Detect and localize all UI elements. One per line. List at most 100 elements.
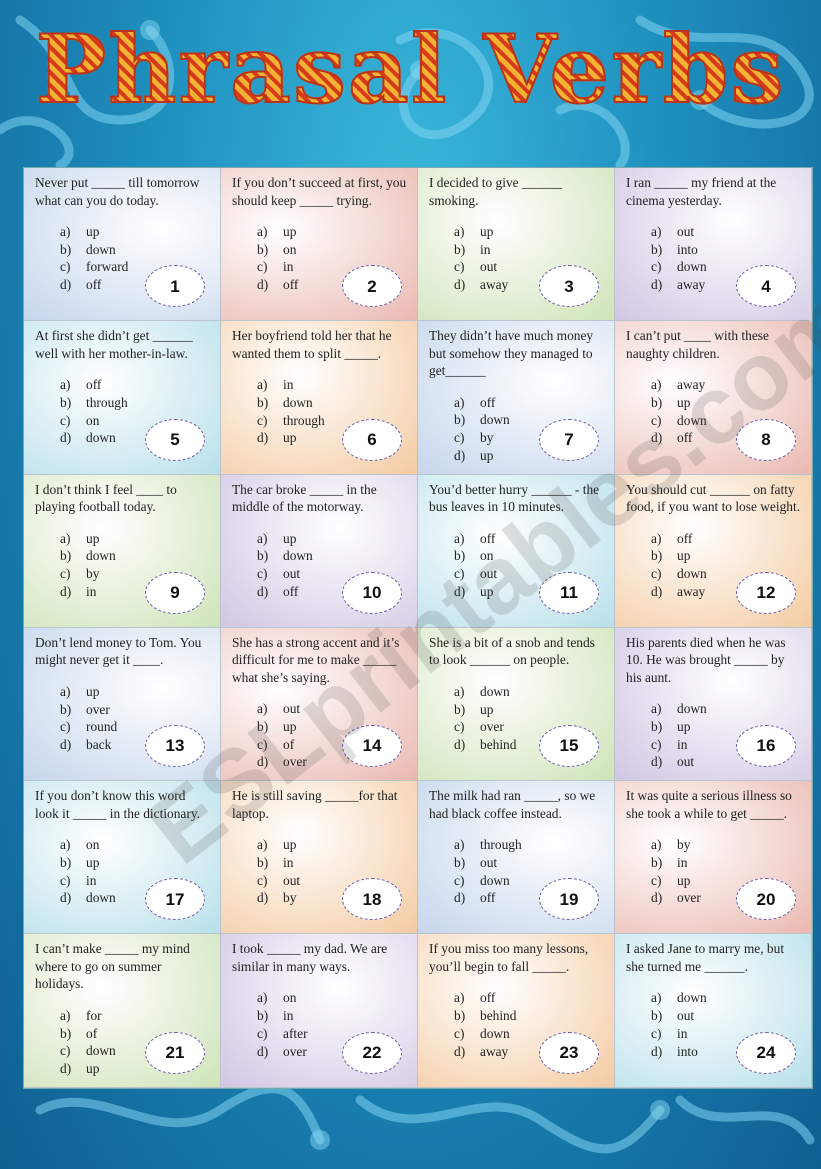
option-item: d) up (232, 429, 409, 447)
question-card: He is still saving _____for that laptop.… (221, 781, 418, 935)
option-item: d) away (626, 583, 803, 601)
option-letter: d) (60, 736, 72, 752)
option-item: c) out (429, 258, 606, 276)
question-number-badge: 11 (539, 571, 599, 614)
option-item: c) of (232, 736, 409, 754)
question-number-badge: 18 (342, 878, 402, 921)
option-text: on (283, 241, 297, 257)
option-letter: b) (454, 412, 466, 428)
option-letter: d) (454, 890, 466, 906)
option-text: out (480, 854, 498, 870)
option-item: b) up (626, 547, 803, 565)
option-letter: a) (651, 530, 662, 546)
options-list: a) away b) up c) down d) off (626, 376, 803, 447)
option-item: b) up (626, 394, 803, 412)
option-text: up (86, 854, 100, 870)
options-list: a) down b) up c) over d) behind (429, 683, 606, 754)
option-item: c) in (626, 1025, 803, 1043)
option-item: d) off (429, 889, 606, 907)
question-grid: Never put _____ till tomorrow what can y… (23, 167, 813, 1089)
option-item: b) down (232, 547, 409, 565)
option-text: out (677, 754, 695, 770)
option-text: in (677, 1025, 688, 1041)
options-list: a) up b) down c) out d) off (232, 530, 409, 601)
option-text: down (480, 1025, 510, 1041)
option-item: b) up (626, 718, 803, 736)
option-text: out (677, 1008, 695, 1024)
option-text: down (86, 241, 116, 257)
option-text: up (283, 719, 297, 735)
question-text: I took _____ my dad. We are similar in m… (232, 941, 388, 974)
option-text: in (480, 241, 491, 257)
option-item: c) down (626, 412, 803, 430)
question-text: At first she didn’t get ______ well with… (35, 328, 193, 361)
option-text: in (677, 736, 688, 752)
options-list: a) off b) down c) by d) up (429, 394, 606, 465)
question-text: I can’t put ____ with these naughty chil… (626, 328, 769, 361)
option-text: down (677, 565, 707, 581)
option-letter: d) (651, 277, 663, 293)
question-text: I ran _____ my friend at the cinema yest… (626, 175, 777, 208)
option-letter: c) (651, 565, 662, 581)
options-list: a) off b) up c) down d) away (626, 530, 803, 601)
question-number-badge: 13 (145, 725, 205, 768)
option-text: up (86, 1061, 100, 1077)
question-number-badge: 17 (145, 878, 205, 921)
option-item: a) away (626, 376, 803, 394)
option-item: a) down (626, 989, 803, 1007)
question-card: His parents died when he was 10. He was … (615, 627, 812, 782)
option-item: b) on (429, 547, 606, 565)
option-letter: d) (651, 583, 663, 599)
option-letter: c) (651, 412, 662, 428)
option-item: d) off (232, 276, 409, 294)
option-text: down (677, 701, 707, 717)
question-number-badge: 4 (736, 265, 796, 308)
option-letter: a) (651, 990, 662, 1006)
question-number-badge: 21 (145, 1031, 205, 1074)
option-text: forward (86, 259, 129, 275)
option-letter: b) (651, 854, 663, 870)
question-card: If you miss too many lessons, you’ll beg… (418, 934, 615, 1088)
option-text: down (480, 872, 510, 888)
option-text: down (283, 394, 313, 410)
option-letter: c) (60, 872, 71, 888)
option-text: in (86, 872, 97, 888)
option-letter: c) (257, 1025, 268, 1041)
option-item: a) out (232, 700, 409, 718)
option-letter: a) (60, 224, 71, 239)
question-card: I took _____ my dad. We are similar in m… (221, 934, 418, 1088)
options-list: a) out b) into c) down d) away (626, 223, 803, 294)
option-letter: a) (257, 701, 268, 717)
option-text: up (480, 447, 494, 463)
option-text: on (480, 548, 494, 564)
option-text: off (86, 377, 102, 393)
question-card: Don’t lend money to Tom. You might never… (24, 627, 221, 782)
option-item: c) down (35, 1042, 212, 1060)
option-text: up (677, 872, 691, 888)
question-text: The car broke _____ in the middle of the… (232, 481, 377, 515)
option-letter: c) (454, 719, 465, 735)
option-letter: b) (651, 241, 663, 257)
question-text: She is a bit of a snob and tends to look… (429, 634, 595, 668)
option-text: away (677, 277, 706, 293)
option-text: off (283, 277, 299, 293)
option-item: b) down (35, 241, 212, 259)
option-text: over (480, 719, 504, 735)
option-letter: c) (257, 872, 268, 888)
option-letter: c) (651, 872, 662, 888)
question-card: It was quite a serious illness so she to… (615, 781, 812, 935)
option-letter: b) (257, 1008, 269, 1024)
option-letter: c) (651, 1025, 662, 1041)
option-text: over (283, 754, 307, 770)
question-number-badge: 20 (736, 878, 796, 921)
option-letter: d) (651, 430, 663, 446)
question-card: I can’t put ____ with these naughty chil… (615, 321, 812, 475)
option-text: up (283, 837, 297, 853)
option-letter: d) (257, 890, 269, 906)
option-item: a) off (429, 989, 606, 1007)
option-item: d) off (232, 583, 409, 601)
option-item: a) up (35, 530, 212, 548)
option-text: through (480, 837, 522, 853)
option-text: round (86, 719, 118, 735)
option-text: up (480, 701, 494, 717)
